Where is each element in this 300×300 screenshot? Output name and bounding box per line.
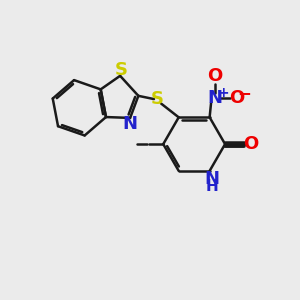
- Text: N: N: [207, 88, 222, 106]
- Text: S: S: [115, 61, 128, 79]
- Text: N: N: [123, 116, 138, 134]
- Text: O: O: [243, 135, 258, 153]
- Text: H: H: [206, 179, 218, 194]
- Text: −: −: [237, 84, 251, 102]
- Text: N: N: [205, 170, 220, 188]
- Text: +: +: [218, 85, 229, 100]
- Text: S: S: [151, 90, 164, 108]
- Text: O: O: [207, 67, 222, 85]
- Text: O: O: [229, 88, 244, 106]
